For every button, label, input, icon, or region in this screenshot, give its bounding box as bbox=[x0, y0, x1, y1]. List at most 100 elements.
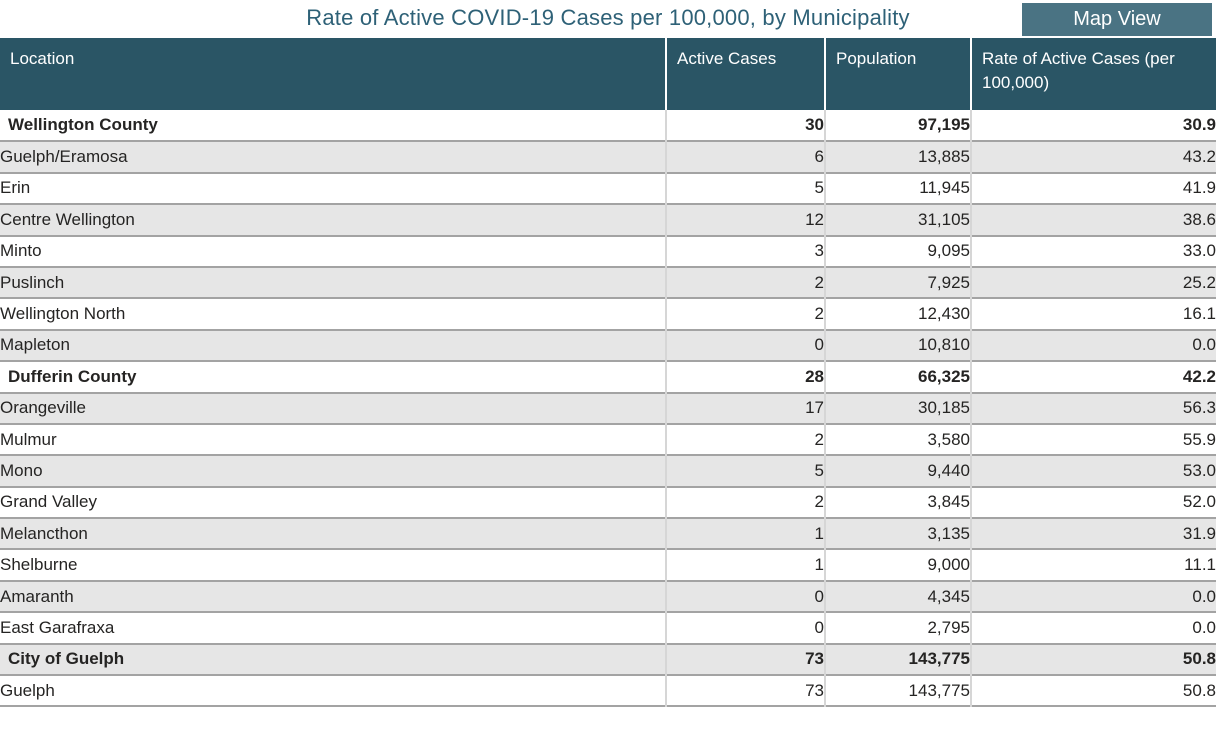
table-row: Centre Wellington 12 31,105 38.6 bbox=[0, 204, 1216, 236]
cell-rate: 30.9 bbox=[970, 110, 1216, 142]
covid-rate-table: Location Active Cases Population Rate of… bbox=[0, 38, 1216, 707]
cell-population: 13,885 bbox=[824, 141, 971, 173]
cell-rate: 25.2 bbox=[970, 266, 1216, 299]
cell-location: Wellington County bbox=[8, 115, 158, 135]
cell-population: 143,775 bbox=[824, 675, 971, 707]
cell-location: Centre Wellington bbox=[0, 209, 135, 229]
cell-active-cases: 0 bbox=[665, 580, 825, 613]
table-row: Mapleton 0 10,810 0.0 bbox=[0, 329, 1216, 362]
cell-active-cases: 0 bbox=[665, 612, 825, 644]
cell-active-cases: 2 bbox=[665, 298, 825, 330]
cell-location: Dufferin County bbox=[8, 366, 137, 386]
cell-active-cases: 2 bbox=[665, 423, 825, 456]
cell-location: Shelburne bbox=[0, 555, 78, 575]
column-header-active-cases[interactable]: Active Cases bbox=[665, 38, 825, 110]
table-row: Grand Valley 2 3,845 52.0 bbox=[0, 486, 1216, 519]
title-bar: Rate of Active COVID-19 Cases per 100,00… bbox=[0, 0, 1216, 38]
cell-rate: 38.6 bbox=[970, 204, 1216, 236]
cell-active-cases: 1 bbox=[665, 518, 825, 550]
cell-rate: 42.2 bbox=[970, 361, 1216, 393]
table-row: Wellington North 2 12,430 16.1 bbox=[0, 298, 1216, 330]
table-header-row: Location Active Cases Population Rate of… bbox=[0, 38, 1216, 110]
cell-active-cases: 28 bbox=[665, 361, 825, 393]
page-title: Rate of Active COVID-19 Cases per 100,00… bbox=[306, 5, 910, 30]
cell-rate: 52.0 bbox=[970, 486, 1216, 519]
cell-location: East Garafraxa bbox=[0, 617, 115, 637]
table-row: Mulmur 2 3,580 55.9 bbox=[0, 423, 1216, 456]
cell-location: Amaranth bbox=[0, 586, 74, 606]
cell-location: Grand Valley bbox=[0, 492, 98, 512]
cell-rate: 11.1 bbox=[970, 549, 1216, 581]
cell-active-cases: 2 bbox=[665, 486, 825, 519]
cell-population: 11,945 bbox=[824, 172, 971, 205]
table-header: Location Active Cases Population Rate of… bbox=[0, 38, 1216, 110]
cell-rate: 55.9 bbox=[970, 423, 1216, 456]
cell-active-cases: 2 bbox=[665, 266, 825, 299]
cell-rate: 43.2 bbox=[970, 141, 1216, 173]
cell-population: 97,195 bbox=[824, 110, 971, 142]
table-row: Mono 5 9,440 53.0 bbox=[0, 455, 1216, 487]
cell-location: Mono bbox=[0, 460, 43, 480]
table-row: Erin 5 11,945 41.9 bbox=[0, 172, 1216, 205]
cell-location: Erin bbox=[0, 178, 31, 198]
cell-active-cases: 1 bbox=[665, 549, 825, 581]
table-row: Minto 3 9,095 33.0 bbox=[0, 235, 1216, 267]
cell-location: Wellington North bbox=[0, 304, 126, 324]
cell-rate: 41.9 bbox=[970, 172, 1216, 205]
cell-location: Melancthon bbox=[0, 523, 88, 543]
cell-population: 9,095 bbox=[824, 235, 971, 267]
cell-population: 3,845 bbox=[824, 486, 971, 519]
cell-population: 30,185 bbox=[824, 392, 971, 424]
table-row: Wellington County 30 97,195 30.9 bbox=[0, 110, 1216, 142]
table-row: Melancthon 1 3,135 31.9 bbox=[0, 518, 1216, 550]
cell-population: 10,810 bbox=[824, 329, 971, 362]
cell-rate: 53.0 bbox=[970, 455, 1216, 487]
cell-population: 3,135 bbox=[824, 518, 971, 550]
cell-active-cases: 5 bbox=[665, 172, 825, 205]
table-row: Guelph/Eramosa 6 13,885 43.2 bbox=[0, 141, 1216, 173]
table-row: Amaranth 0 4,345 0.0 bbox=[0, 580, 1216, 613]
table-row: Orangeville 17 30,185 56.3 bbox=[0, 392, 1216, 424]
cell-population: 31,105 bbox=[824, 204, 971, 236]
cell-location: Minto bbox=[0, 241, 42, 261]
cell-population: 2,795 bbox=[824, 612, 971, 644]
cell-location: Mapleton bbox=[0, 335, 70, 355]
cell-active-cases: 3 bbox=[665, 235, 825, 267]
cell-rate: 56.3 bbox=[970, 392, 1216, 424]
cell-population: 9,000 bbox=[824, 549, 971, 581]
map-view-button[interactable]: Map View bbox=[1022, 3, 1212, 36]
cell-active-cases: 30 bbox=[665, 110, 825, 142]
cell-active-cases: 12 bbox=[665, 204, 825, 236]
cell-rate: 0.0 bbox=[970, 612, 1216, 644]
column-header-population[interactable]: Population bbox=[824, 38, 971, 110]
column-header-rate[interactable]: Rate of Active Cases (per 100,000) bbox=[970, 38, 1216, 110]
cell-rate: 50.8 bbox=[970, 643, 1216, 676]
cell-population: 3,580 bbox=[824, 423, 971, 456]
cell-active-cases: 73 bbox=[665, 643, 825, 676]
cell-rate: 16.1 bbox=[970, 298, 1216, 330]
cell-active-cases: 73 bbox=[665, 675, 825, 707]
cell-active-cases: 0 bbox=[665, 329, 825, 362]
cell-active-cases: 5 bbox=[665, 455, 825, 487]
table-row: City of Guelph 73 143,775 50.8 bbox=[0, 643, 1216, 676]
cell-rate: 33.0 bbox=[970, 235, 1216, 267]
cell-rate: 0.0 bbox=[970, 329, 1216, 362]
cell-rate: 0.0 bbox=[970, 580, 1216, 613]
column-header-location[interactable]: Location bbox=[0, 38, 666, 110]
cell-population: 7,925 bbox=[824, 266, 971, 299]
cell-rate: 50.8 bbox=[970, 675, 1216, 707]
table-row: Shelburne 1 9,000 11.1 bbox=[0, 549, 1216, 581]
cell-active-cases: 6 bbox=[665, 141, 825, 173]
cell-population: 9,440 bbox=[824, 455, 971, 487]
cell-location: Orangeville bbox=[0, 398, 86, 418]
table-row: East Garafraxa 0 2,795 0.0 bbox=[0, 612, 1216, 644]
table-row: Guelph 73 143,775 50.8 bbox=[0, 675, 1216, 707]
cell-population: 4,345 bbox=[824, 580, 971, 613]
cell-location: Guelph/Eramosa bbox=[0, 147, 128, 167]
cell-location: City of Guelph bbox=[8, 649, 125, 669]
cell-population: 143,775 bbox=[824, 643, 971, 676]
cell-active-cases: 17 bbox=[665, 392, 825, 424]
cell-location: Puslinch bbox=[0, 272, 65, 292]
cell-location: Mulmur bbox=[0, 429, 57, 449]
